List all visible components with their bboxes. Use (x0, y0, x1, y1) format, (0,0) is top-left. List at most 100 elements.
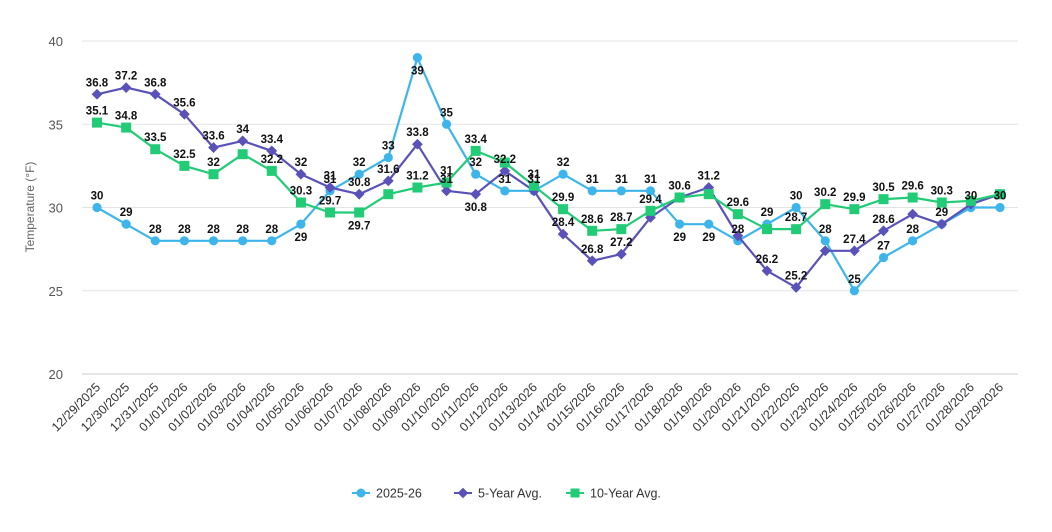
data-point (354, 169, 364, 179)
y-axis-ticks: 20 25 30 35 40 (49, 34, 63, 382)
data-label: 29.7 (348, 220, 370, 232)
data-point (412, 138, 423, 150)
data-label: 28 (265, 224, 278, 236)
data-point (295, 197, 306, 208)
data-point (878, 194, 889, 205)
series-line (96, 121, 1001, 232)
legend[interactable]: 2025-26 5-Year Avg. 10-Year Avg. (352, 487, 661, 501)
data-point (382, 175, 394, 187)
legend-marker (570, 488, 580, 498)
y-axis-title: Temperature (°F) (23, 162, 37, 253)
data-label: 25.2 (785, 270, 807, 282)
data-label: 27 (877, 240, 890, 252)
data-point (704, 219, 714, 229)
data-point (849, 286, 859, 296)
data-point (965, 195, 976, 206)
data-point (208, 142, 219, 153)
data-label: 32.2 (494, 154, 516, 166)
data-label: 27.2 (610, 237, 632, 249)
data-point (557, 228, 569, 240)
data-point (558, 169, 568, 179)
data-point (121, 219, 131, 229)
data-point (383, 152, 393, 163)
data-label: 30.8 (348, 177, 371, 189)
data-label: 31.6 (377, 164, 399, 176)
data-label: 30.5 (872, 182, 895, 194)
data-label: 28 (178, 224, 191, 236)
data-point (674, 192, 685, 203)
data-label: 30.3 (931, 186, 953, 198)
series-lines (91, 53, 1006, 296)
data-label: 32.2 (261, 154, 283, 166)
data-label: 33.8 (406, 127, 429, 139)
data-point (791, 202, 801, 213)
series-2 (92, 117, 1006, 236)
data-point (441, 185, 452, 197)
data-label: 29 (761, 207, 774, 219)
series-line (96, 86, 1001, 289)
data-label: 31.2 (406, 171, 428, 183)
data-point (849, 204, 860, 215)
series-0 (92, 53, 1005, 296)
data-point (703, 189, 714, 200)
data-point (92, 202, 102, 213)
data-point (587, 186, 597, 196)
data-point (208, 169, 219, 180)
y-tick-label: 20 (49, 367, 63, 382)
legend-label: 10-Year Avg. (590, 487, 661, 501)
data-label: 29.4 (639, 194, 662, 206)
data-label: 28.7 (785, 212, 807, 224)
data-point (208, 236, 219, 246)
data-label: 33.4 (464, 134, 487, 146)
data-label: 31 (498, 174, 511, 186)
data-point (995, 202, 1005, 213)
data-label: 36.8 (86, 77, 109, 89)
data-point (267, 236, 277, 246)
data-label: 29.9 (552, 192, 574, 204)
data-label: 32 (353, 157, 366, 169)
data-point (150, 236, 160, 246)
data-point (995, 189, 1006, 200)
data-point (819, 245, 831, 257)
data-point (761, 224, 772, 235)
data-point (790, 282, 802, 293)
data-point (558, 204, 569, 215)
data-point (354, 207, 365, 218)
data-label: 30.6 (668, 181, 690, 193)
data-label: 29.7 (319, 195, 341, 207)
data-label: 31 (324, 171, 337, 183)
data-point (791, 224, 802, 235)
data-label: 31 (528, 169, 541, 181)
data-point (528, 180, 539, 191)
data-point (675, 219, 685, 229)
data-label: 33.5 (144, 132, 167, 144)
data-label: 28.6 (581, 214, 603, 226)
data-label: 35.1 (86, 106, 109, 118)
data-point (645, 186, 656, 196)
data-label: 32 (469, 157, 482, 169)
y-tick-label: 35 (49, 117, 63, 132)
data-point (92, 117, 102, 128)
data-label: 26.8 (581, 244, 604, 256)
data-point (441, 177, 452, 188)
legend-item-1[interactable]: 5-Year Avg. (454, 487, 542, 501)
data-label: 28 (149, 224, 162, 236)
data-label: 29 (702, 232, 715, 244)
data-point (499, 157, 510, 168)
data-label: 28.6 (872, 214, 894, 226)
data-point (470, 145, 481, 156)
data-label: 29.9 (843, 192, 865, 204)
legend-item-0[interactable]: 2025-26 (352, 487, 422, 501)
y-tick-label: 30 (49, 201, 63, 216)
data-label: 32 (295, 157, 308, 169)
data-label: 33 (382, 141, 395, 153)
data-label: 32 (207, 157, 220, 169)
data-label: 31 (324, 174, 337, 186)
data-point (761, 265, 773, 277)
data-point (179, 160, 190, 171)
legend-item-2[interactable]: 10-Year Avg. (566, 487, 661, 501)
data-point (296, 219, 306, 229)
data-point (732, 230, 744, 242)
x-axis-ticks: 12/29/202512/30/202512/31/202501/01/2026… (49, 380, 1006, 434)
